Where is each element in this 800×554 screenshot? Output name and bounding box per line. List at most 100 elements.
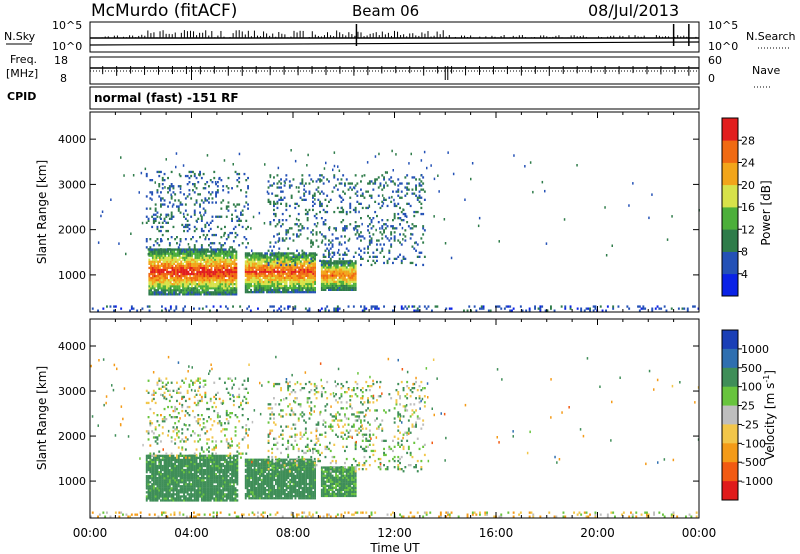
echo-cell [336,237,339,240]
echo-cell [236,489,239,492]
echo-cell [503,307,506,310]
echo-cell [329,241,332,244]
echo-cell [420,206,423,210]
echo-cell [365,307,368,310]
echo-cell [299,282,302,286]
echo-cell [312,266,315,269]
echo-cell [331,266,334,269]
echo-cell [182,264,184,267]
echo-cell [211,215,214,218]
echo-cell [189,272,192,276]
echo-cell [202,473,205,476]
echo-cell [275,284,277,288]
echo-cell [171,276,174,280]
echo-cell [221,272,224,276]
echo-cell [255,278,258,281]
echo-cell [257,468,260,471]
nave-tick-bottom: 0 [708,72,715,85]
echo-cell [211,181,214,184]
echo-cell [271,497,274,500]
echo-cell [255,272,258,275]
echo-cell [174,477,177,480]
echo-cell [179,185,182,188]
echo-cell [262,480,265,484]
echo-cell [161,479,164,482]
echo-cell [262,458,265,461]
echo-cell [266,464,268,467]
echo-cell [271,466,274,469]
echo-cell [314,262,316,265]
echo-cell [223,252,225,255]
echo-cell [223,287,225,290]
echo-cell [170,462,173,466]
echo-cell [183,479,185,482]
echo-cell [212,260,215,263]
echo-cell [683,307,686,310]
echo-cell [269,221,272,224]
echo-cell [244,266,247,269]
echo-cell [269,282,272,286]
echo-cell [411,233,414,236]
echo-cell [193,477,196,480]
echo-cell [162,283,165,286]
echo-cell [231,466,233,470]
echo-cell [189,264,192,267]
echo-cell [289,256,292,259]
echo-cell [354,251,357,254]
echo-cell [253,489,256,492]
echo-cell [315,212,318,216]
echo-cell [283,254,286,257]
echo-cell [264,254,267,257]
echo-cell [248,495,251,498]
echo-cell [308,174,311,177]
echo-cell [367,245,369,248]
echo-cell [210,258,213,261]
echo-cell [226,266,229,270]
echo-cell [148,287,151,290]
echo-cell [276,194,279,197]
echo-cell [196,220,198,223]
echo-cell [192,183,194,186]
echo-cell [165,215,168,218]
echo-cell [328,228,331,232]
echo-cell [165,477,168,480]
echo-cell [226,307,229,310]
echo-cell [450,307,453,310]
echo-cell [324,210,327,214]
echo-cell [230,252,232,255]
echo-cell [553,309,556,312]
echo-cell [377,202,380,205]
echo-cell [180,285,183,288]
echo-cell [393,214,396,218]
echo-cell [162,274,165,278]
echo-cell [234,205,237,208]
echo-cell [168,493,171,496]
echo-cell [345,280,348,283]
echo-cell [266,278,268,281]
echo-cell [204,485,207,488]
echo-cell [289,270,292,273]
echo-cell [154,462,157,466]
echo-cell [149,238,152,241]
echo-cell [264,474,267,478]
echo-cell [230,276,232,280]
echo-cell [509,309,512,312]
echo-cell [250,472,252,476]
echo-cell [162,291,165,294]
echo-cell [215,281,218,284]
echo-cell [303,284,306,288]
echo-cell [175,283,177,286]
echo-cell [235,264,238,267]
echo-cell [198,285,200,288]
echo-cell [145,174,148,178]
echo-cell [169,305,172,308]
echo-cell [176,477,178,480]
echo-cell [280,252,283,255]
echo-cell [219,276,222,280]
echo-cell [342,229,345,232]
echo-cell [250,486,252,490]
echo-cell [370,305,373,308]
echo-cell [298,278,300,281]
echo-cell [292,270,295,273]
echo-cell [338,248,340,252]
